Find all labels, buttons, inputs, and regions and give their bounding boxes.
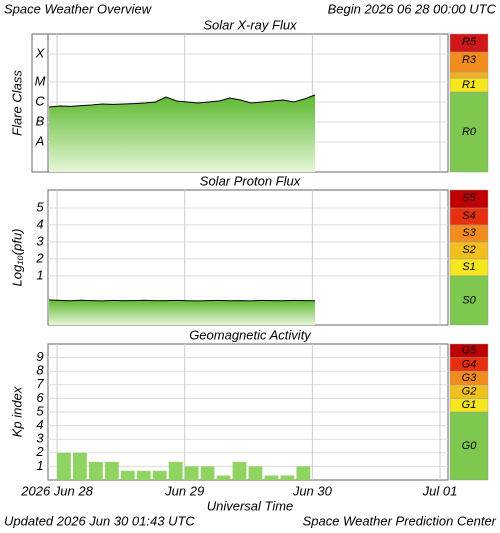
scale-band xyxy=(449,343,489,358)
flux-line xyxy=(49,94,316,108)
scale-label: S0 xyxy=(462,294,476,306)
kp-bar xyxy=(136,470,151,480)
y-tick-label: 5 xyxy=(36,403,44,418)
y-axis-label: Kp index xyxy=(9,386,24,437)
scale-label: S5 xyxy=(462,192,476,204)
y-tick-label: X xyxy=(35,45,46,60)
x-tick-label: Jun 30 xyxy=(292,483,333,498)
scale-band xyxy=(449,71,489,79)
kp-bar xyxy=(120,470,135,480)
panel-title: Solar X-ray Flux xyxy=(203,17,297,32)
kp-bar xyxy=(168,461,183,480)
scale-band xyxy=(449,91,489,173)
scale-band xyxy=(449,33,489,53)
y-tick-label: 5 xyxy=(36,199,44,214)
y-tick-label: 2 xyxy=(35,250,44,265)
y-tick-label: 2 xyxy=(35,444,44,459)
panel-title: Solar Proton Flux xyxy=(200,173,301,188)
y-tick-label: 7 xyxy=(36,376,44,391)
scale-label: G4 xyxy=(462,358,477,370)
y-tick-label: 1 xyxy=(36,458,43,473)
scale-label: R5 xyxy=(462,36,477,48)
scale-band xyxy=(449,411,489,481)
scale-label: G2 xyxy=(462,386,477,398)
flux-line xyxy=(49,299,316,302)
scale-band xyxy=(449,275,489,326)
scale-label: S4 xyxy=(462,210,475,222)
scale-label: S3 xyxy=(462,227,476,239)
kp-bar xyxy=(232,461,247,480)
source: Space Weather Prediction Center xyxy=(303,513,497,528)
y-tick-label: 6 xyxy=(36,390,44,405)
x-tick-label: 2026 Jun 28 xyxy=(20,483,93,498)
kp-bar xyxy=(280,475,295,480)
scale-label: G0 xyxy=(462,440,478,452)
kp-bar xyxy=(216,475,231,480)
kp-bar xyxy=(88,461,103,480)
y-tick-label: 1 xyxy=(36,267,43,282)
y-tick-label: 3 xyxy=(36,431,44,446)
flux-area xyxy=(49,95,315,172)
y-tick-label: B xyxy=(36,113,45,128)
scale-label: S2 xyxy=(462,244,475,256)
flux-area xyxy=(49,299,315,325)
begin-time: Begin 2026 06 28 00:00 UTC xyxy=(328,1,497,16)
kp-bar xyxy=(264,475,279,480)
y-tick-label: 9 xyxy=(36,349,43,364)
x-tick-label: Jul 01 xyxy=(422,483,458,498)
scale-label: G5 xyxy=(462,345,478,357)
x-axis-label: Universal Time xyxy=(207,498,294,513)
panel-title: Geomagnetic Activity xyxy=(189,327,312,342)
scale-label: G3 xyxy=(462,372,478,384)
scale-label: G1 xyxy=(462,399,477,411)
kp-bar xyxy=(296,466,311,480)
y-tick-label: 4 xyxy=(36,417,43,432)
y-tick-label: M xyxy=(35,73,46,88)
y-tick-label: C xyxy=(35,93,45,108)
scale-label: R1 xyxy=(462,79,476,91)
kp-bar xyxy=(200,466,215,480)
y-tick-label: A xyxy=(35,133,45,148)
kp-bar xyxy=(104,461,119,480)
y-tick-label: 8 xyxy=(36,363,44,378)
scale-label: S1 xyxy=(462,261,475,273)
scale-label: R0 xyxy=(462,126,477,138)
y-tick-label: 4 xyxy=(36,216,43,231)
updated-time: Updated 2026 Jun 30 01:43 UTC xyxy=(4,513,195,528)
y-axis-label: Log₁₀(pfu) xyxy=(9,229,24,287)
kp-bar xyxy=(248,466,263,480)
y-tick-label: 3 xyxy=(36,233,44,248)
kp-bar xyxy=(73,452,87,480)
kp-bar xyxy=(184,466,199,480)
y-axis-label: Flare Class xyxy=(9,70,24,136)
kp-bar xyxy=(152,470,167,480)
page-title: Space Weather Overview xyxy=(4,1,153,16)
scale-label: R3 xyxy=(462,54,477,66)
x-tick-label: Jun 29 xyxy=(164,483,204,498)
scale-band xyxy=(449,189,489,209)
kp-bar xyxy=(57,452,71,480)
